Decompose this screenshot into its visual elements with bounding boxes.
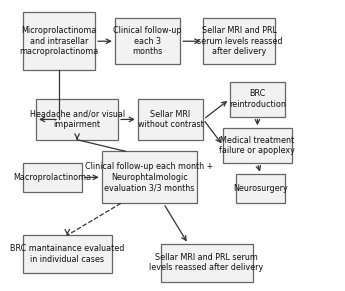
Text: Microprolactinoma
and intrasellar
macroprolactinoma: Microprolactinoma and intrasellar macrop… <box>19 26 99 56</box>
Text: BRC mantainance evaluated
in individual cases: BRC mantainance evaluated in individual … <box>10 244 125 264</box>
Bar <box>138 99 203 140</box>
Text: BRC
reintroduction: BRC reintroduction <box>229 89 286 109</box>
Bar <box>23 163 82 192</box>
Bar <box>223 128 292 163</box>
Bar <box>161 244 253 282</box>
Text: Clinical follow-up each month +
Neurophtalmologic
evaluation 3/3 months: Clinical follow-up each month + Neuropht… <box>85 162 213 192</box>
Text: Headache and/or visual
impairment: Headache and/or visual impairment <box>30 110 125 129</box>
Text: Medical treatment
failure or apoplexy: Medical treatment failure or apoplexy <box>219 136 295 155</box>
Bar <box>236 175 285 203</box>
Bar <box>102 151 197 203</box>
Text: Macroprolactinoma: Macroprolactinoma <box>13 173 91 182</box>
Bar <box>115 18 180 64</box>
Bar <box>229 82 285 116</box>
Bar <box>23 12 95 70</box>
Bar <box>23 235 111 273</box>
Text: Sellar MRI and PRL
serum levels reassed
after delivery: Sellar MRI and PRL serum levels reassed … <box>197 26 282 56</box>
Bar <box>203 18 275 64</box>
Text: Neurosurgery: Neurosurgery <box>233 184 288 194</box>
Text: Sellar MRI and PRL serum
levels reassed after delivery: Sellar MRI and PRL serum levels reassed … <box>149 253 264 272</box>
Text: Clinical follow-up
each 3
months: Clinical follow-up each 3 months <box>114 26 182 56</box>
Text: Sellar MRI
without contrast: Sellar MRI without contrast <box>138 110 204 129</box>
Bar <box>36 99 118 140</box>
